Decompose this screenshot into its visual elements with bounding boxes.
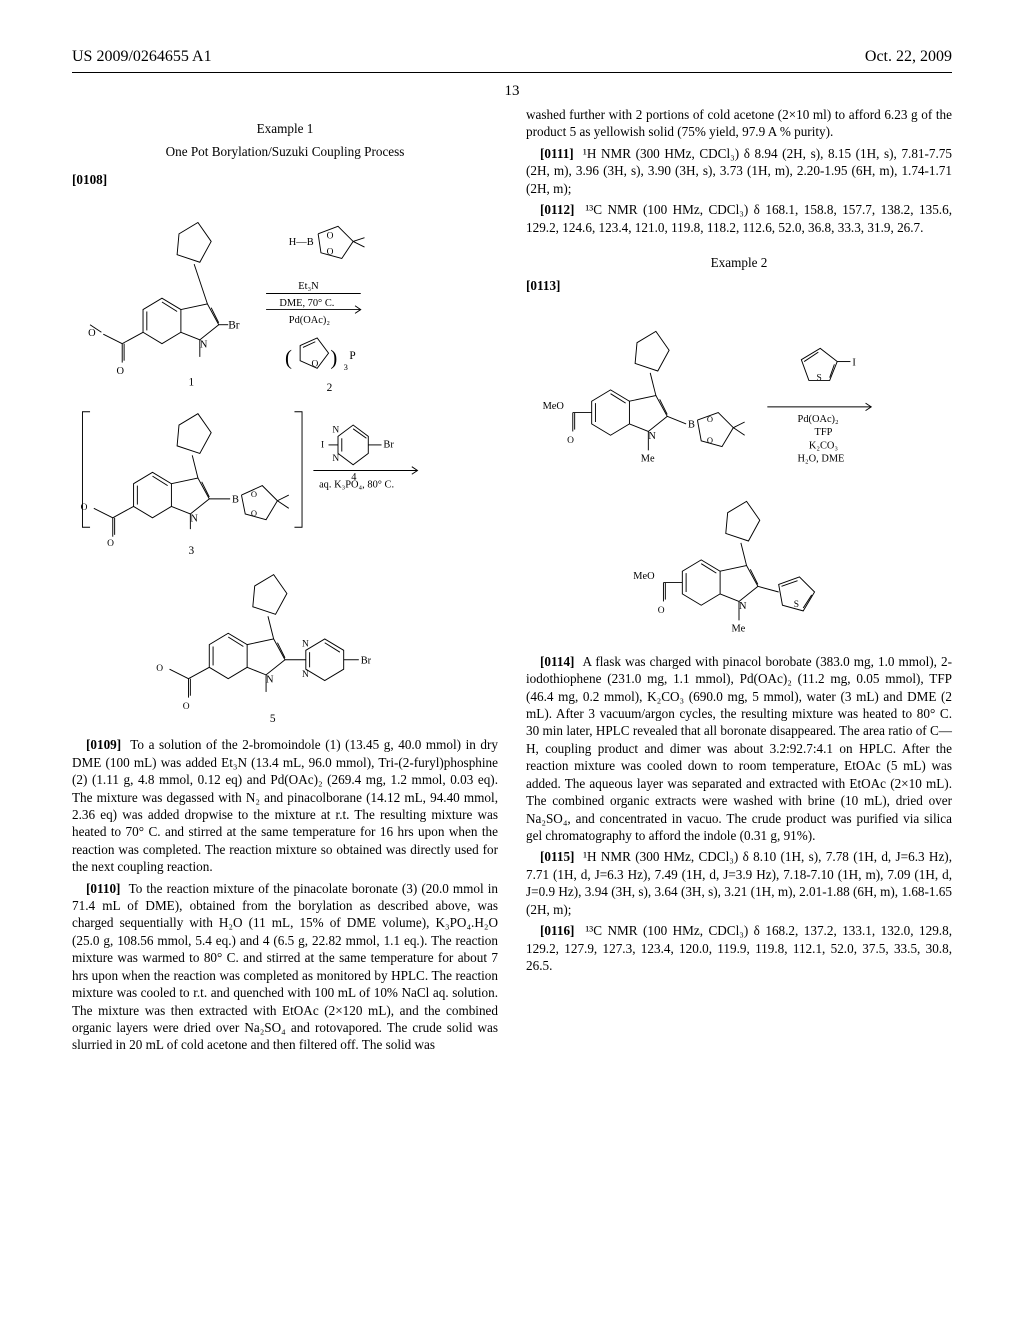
scheme1-diagram: N Br O O 1	[72, 196, 498, 726]
para-0109-text: To a solution of the 2-bromoindole (1) (…	[72, 737, 498, 874]
svg-text:N: N	[332, 454, 339, 464]
svg-text:Br: Br	[228, 320, 240, 332]
svg-text:Pd(OAc)₂: Pd(OAc)₂	[289, 315, 331, 326]
svg-text:N: N	[190, 514, 198, 525]
svg-text:Br: Br	[361, 656, 372, 667]
svg-text:Et₃N: Et₃N	[298, 281, 319, 292]
svg-text:O: O	[251, 489, 257, 499]
svg-text:Br: Br	[383, 440, 394, 451]
svg-text:N: N	[266, 675, 274, 686]
svg-text:B: B	[232, 495, 239, 506]
svg-text:aq. K₃PO₄, 80° C.: aq. K₃PO₄, 80° C.	[319, 480, 394, 491]
example1-label: Example 1	[72, 120, 498, 137]
svg-text:DME, 70° C.: DME, 70° C.	[279, 298, 334, 309]
svg-text:): )	[330, 346, 337, 370]
svg-text:Pd(OAc)₂: Pd(OAc)₂	[798, 414, 839, 425]
page-number: 13	[0, 83, 1024, 100]
patent-number: US 2009/0264655 A1	[72, 48, 212, 66]
two-column-layout: Example 1 One Pot Borylation/Suzuki Coup…	[0, 106, 1024, 1058]
para-0112-text: ¹³C NMR (100 HMz, CDCl₃) δ 168.1, 158.8,…	[526, 202, 952, 234]
svg-text:H₂O, DME: H₂O, DME	[798, 453, 845, 464]
svg-text:MeO: MeO	[543, 401, 565, 412]
svg-text:S: S	[794, 600, 799, 610]
example1-title: One Pot Borylation/Suzuki Coupling Proce…	[72, 143, 498, 160]
para-0115: [0115] ¹H NMR (300 HMz, CDCl₃) δ 8.10 (1…	[526, 848, 952, 918]
para-0109: [0109] To a solution of the 2-bromoindol…	[72, 736, 498, 875]
svg-text:TFP: TFP	[815, 427, 833, 438]
para-num-0113: [0113]	[526, 278, 560, 293]
para-0111-text: ¹H NMR (300 HMz, CDCl₃) δ 8.94 (2H, s), …	[526, 146, 952, 196]
para-num-0116: [0116]	[540, 923, 574, 938]
para-num-0111: [0111]	[540, 146, 574, 161]
svg-text:O: O	[327, 232, 334, 242]
example2-label: Example 2	[526, 254, 952, 271]
svg-text:O: O	[107, 539, 114, 549]
svg-text:H—B: H—B	[289, 237, 314, 248]
svg-text:Me: Me	[641, 453, 655, 464]
para-0116: [0116] ¹³C NMR (100 HMz, CDCl₃) δ 168.2,…	[526, 922, 952, 974]
svg-text:K₂CO₃: K₂CO₃	[809, 440, 839, 451]
svg-text:O: O	[156, 664, 163, 674]
svg-text:N: N	[739, 601, 747, 612]
para-num-0115: [0115]	[540, 849, 574, 864]
svg-text:O: O	[312, 360, 319, 370]
para-0116-text: ¹³C NMR (100 HMz, CDCl₃) δ 168.2, 137.2,…	[526, 923, 952, 973]
right-column: washed further with 2 portions of cold a…	[526, 106, 952, 1058]
svg-text:5: 5	[270, 713, 276, 725]
svg-text:N: N	[332, 426, 339, 436]
svg-text:Me: Me	[731, 623, 745, 634]
svg-text:1: 1	[188, 377, 194, 389]
para-0111: [0111] ¹H NMR (300 HMz, CDCl₃) δ 8.94 (2…	[526, 145, 952, 197]
para-0114-text: A flask was charged with pinacol borobat…	[526, 654, 952, 843]
para-num-0114: [0114]	[540, 654, 574, 669]
svg-text:N: N	[302, 670, 309, 680]
para-0114: [0114] A flask was charged with pinacol …	[526, 653, 952, 845]
svg-text:MeO: MeO	[633, 571, 655, 582]
para-num-0108: [0108]	[72, 172, 107, 187]
svg-text:P: P	[349, 350, 355, 362]
svg-text:N: N	[302, 640, 309, 650]
para-num-0109: [0109]	[86, 737, 121, 752]
para-num-0110: [0110]	[86, 881, 120, 896]
svg-text:O: O	[81, 503, 88, 513]
svg-text:3: 3	[344, 362, 348, 372]
svg-text:O: O	[251, 508, 257, 518]
header-rule	[72, 72, 952, 73]
svg-text:O: O	[567, 436, 574, 446]
patent-date: Oct. 22, 2009	[865, 48, 952, 66]
scheme2-diagram: N Me MeO O B O O	[526, 303, 952, 643]
svg-text:O: O	[88, 328, 96, 339]
left-column: Example 1 One Pot Borylation/Suzuki Coup…	[72, 106, 498, 1058]
svg-text:O: O	[183, 702, 190, 712]
para-0112: [0112] ¹³C NMR (100 HMz, CDCl₃) δ 168.1,…	[526, 201, 952, 236]
para-num-0112: [0112]	[540, 202, 574, 217]
para-0110: [0110] To the reaction mixture of the pi…	[72, 880, 498, 1054]
svg-text:O: O	[658, 606, 665, 616]
svg-text:2: 2	[327, 382, 333, 394]
cont-para: washed further with 2 portions of cold a…	[526, 106, 952, 141]
svg-text:S: S	[816, 373, 821, 383]
para-0108-num: [0108]	[72, 171, 498, 188]
svg-text:(: (	[285, 346, 292, 370]
svg-text:O: O	[707, 414, 713, 424]
para-0113-num: [0113]	[526, 277, 952, 294]
svg-text:B: B	[688, 419, 695, 430]
para-0115-text: ¹H NMR (300 HMz, CDCl₃) δ 8.10 (1H, s), …	[526, 849, 952, 916]
svg-text:I: I	[852, 357, 856, 368]
svg-text:N: N	[200, 340, 208, 351]
svg-text:O: O	[707, 435, 713, 445]
svg-text:O: O	[327, 248, 334, 258]
svg-text:N: N	[648, 431, 656, 442]
para-0110-text: To the reaction mixture of the pinacolat…	[72, 881, 498, 1053]
page-header: US 2009/0264655 A1 Oct. 22, 2009	[0, 0, 1024, 70]
svg-text:I: I	[321, 441, 324, 451]
svg-text:3: 3	[188, 545, 194, 557]
svg-text:O: O	[117, 366, 125, 377]
